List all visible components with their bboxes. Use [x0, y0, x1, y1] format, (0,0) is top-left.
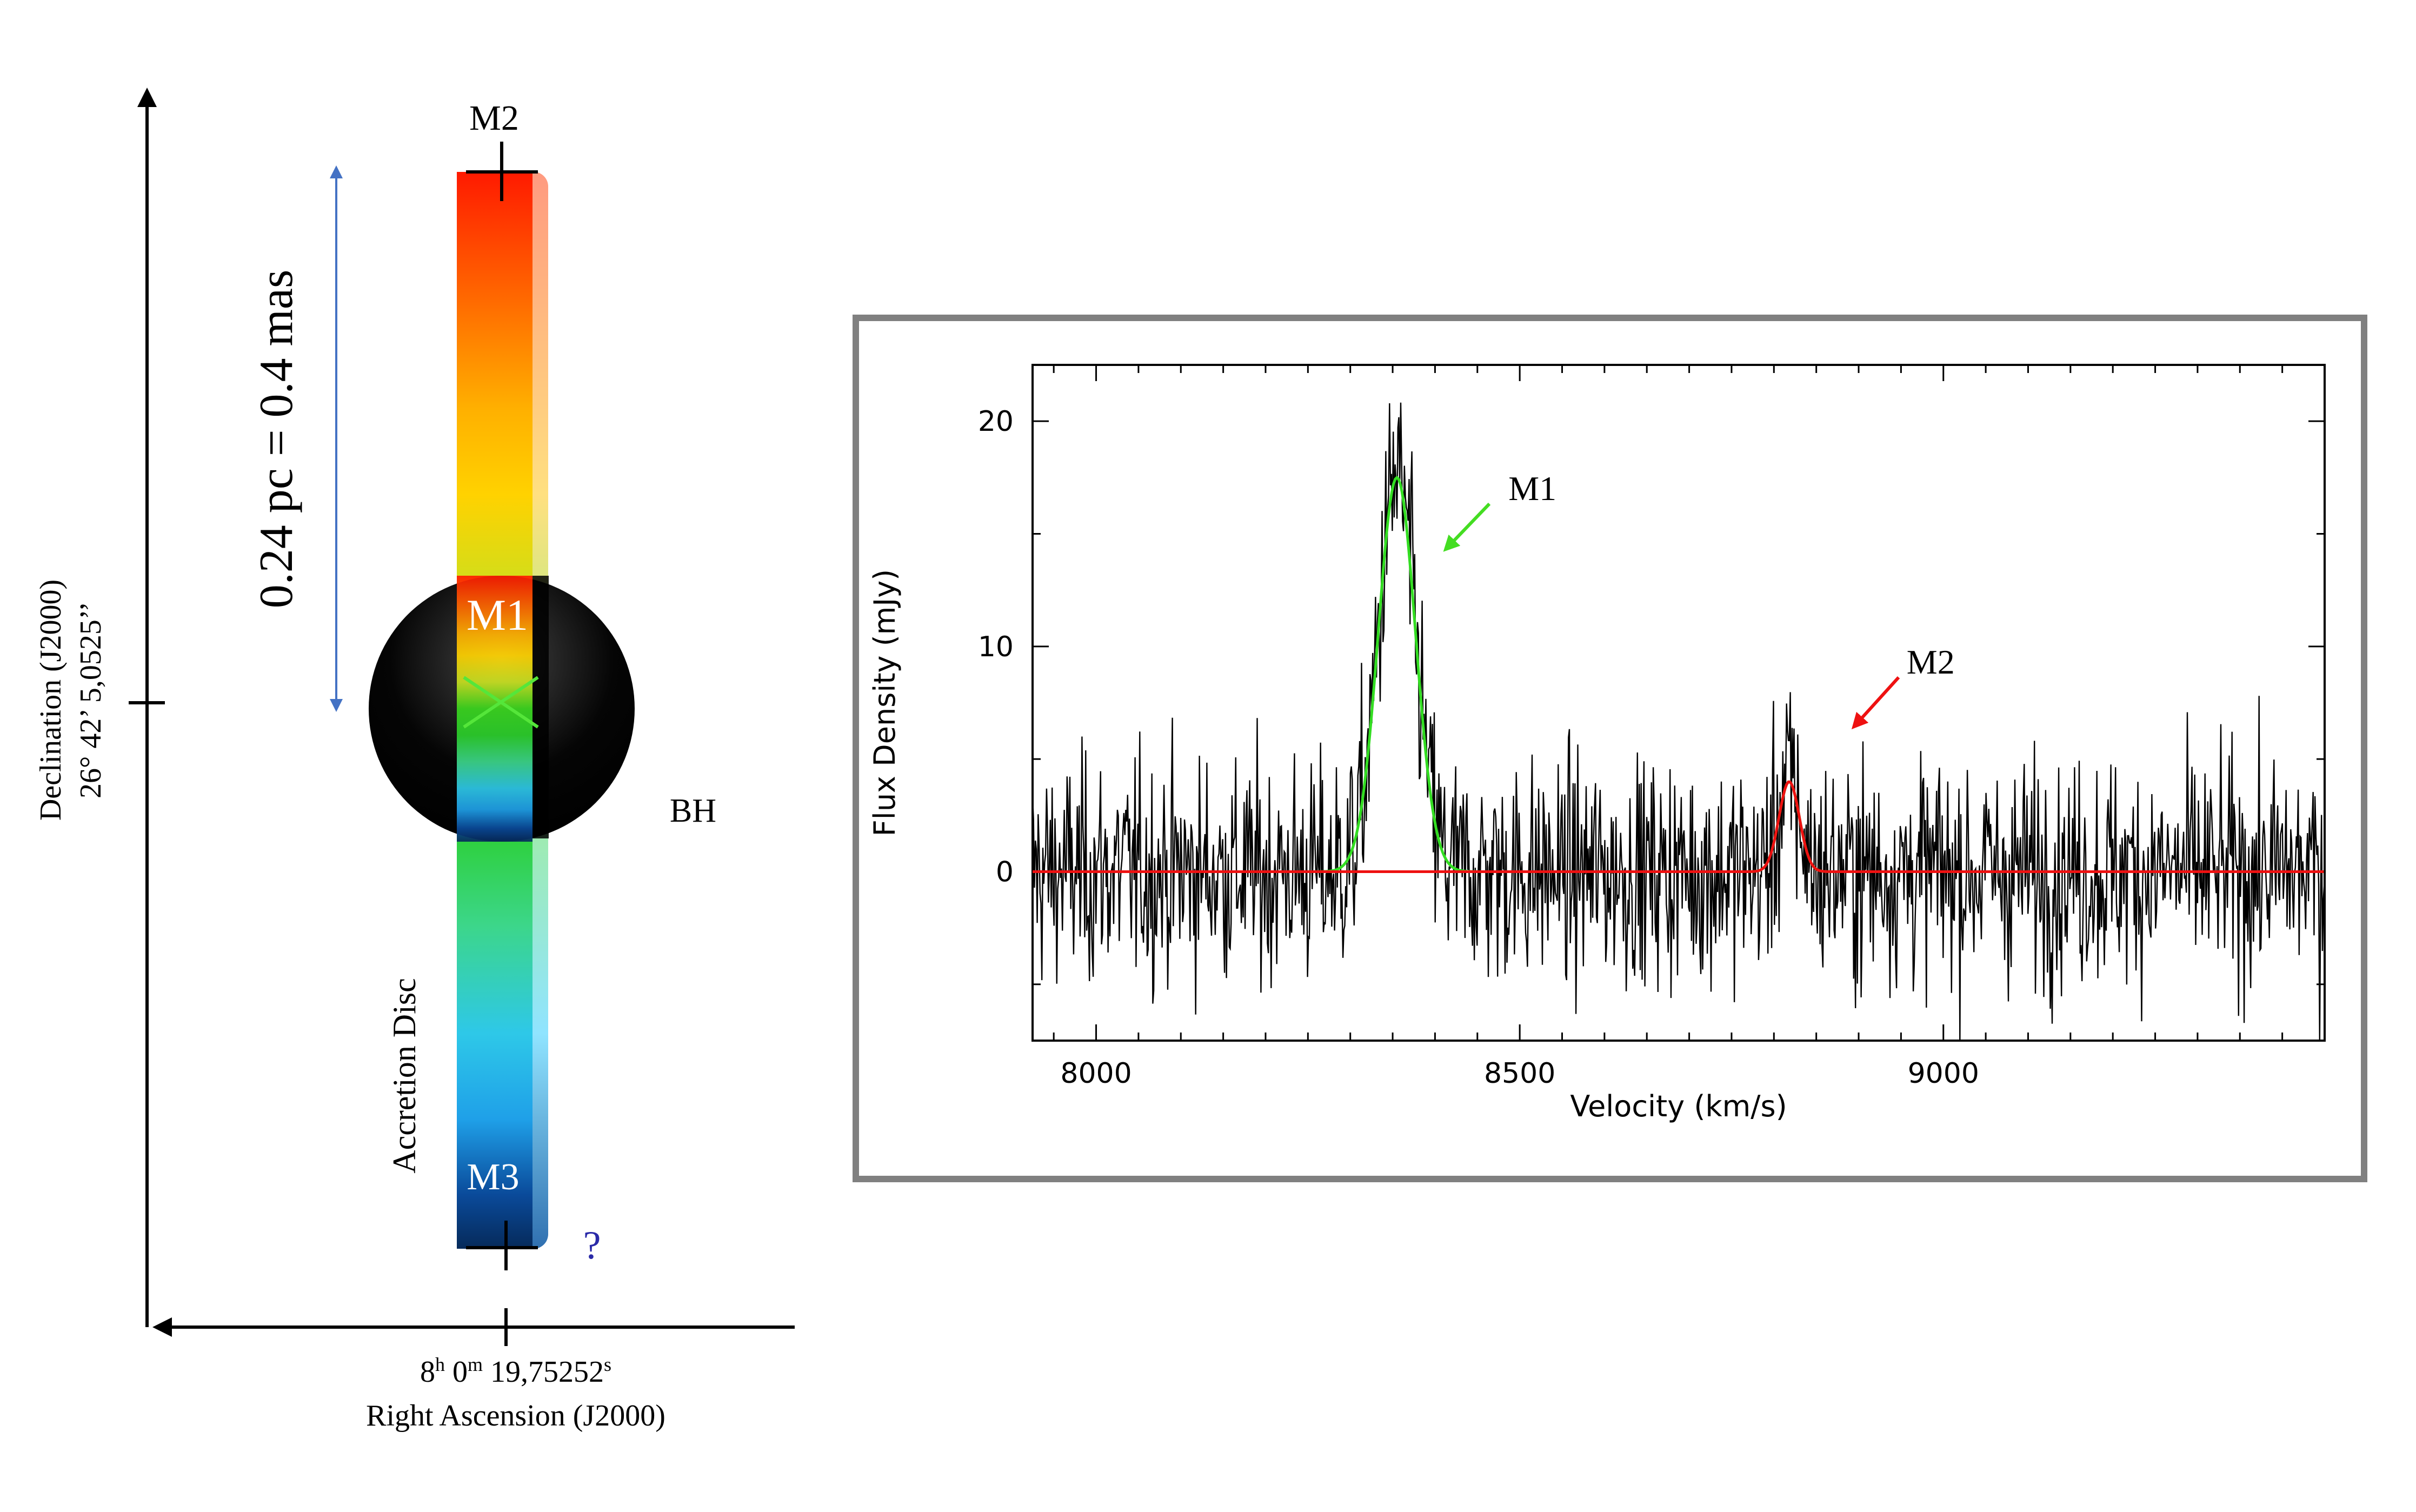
question-label: ? [583, 1223, 601, 1268]
declination-value: 26° 42’ 5,0525’’ [74, 602, 108, 798]
y-tick-label: 10 [978, 631, 1014, 663]
m2-annotation-arrow [1851, 676, 1900, 730]
declination-title: Declination (J2000) [34, 580, 68, 821]
observed-spectrum-line [1033, 402, 2325, 1041]
plot-box [1031, 364, 2326, 1042]
m1-label: M1 [467, 590, 528, 640]
m2-fit-curve [1033, 780, 2324, 873]
spectrum-plot: 8000 8500 9000 0 10 20 Velocity (km/s) Flux Den… [868, 364, 2326, 1123]
m1-cross-marker [463, 676, 539, 729]
accretion-diagram: M2 M1 M3 BH ? 0.24 pc = 0.4 mas Accretio… [34, 88, 795, 1433]
disc-front-edge [533, 576, 549, 838]
m3-label: M3 [467, 1156, 519, 1198]
spectrum-panel: 8000 8500 9000 0 10 20 Velocity (km/s) Flux Den… [853, 315, 2367, 1182]
x-axis-label: Velocity (km/s) [1570, 1089, 1787, 1123]
y-tick-label: 20 [978, 405, 1014, 438]
x-tick-label: 8000 [1060, 1057, 1132, 1090]
m2-annotation-label: M2 [1907, 643, 1955, 681]
y-tick-label: 0 [996, 856, 1014, 889]
x-tick-label: 9000 [1908, 1057, 1979, 1090]
ra-title: Right Ascension (J2000) [366, 1399, 665, 1433]
m1-annotation-label: M1 [1508, 469, 1556, 508]
ra-value: 8h 0m 19,75252s [420, 1354, 611, 1389]
y-axis-label: Flux Density (mJy) [868, 569, 902, 837]
x-tick-label: 8500 [1484, 1057, 1555, 1090]
m1-annotation-arrow [1443, 502, 1491, 552]
bh-label: BH [670, 792, 716, 829]
scale-label: 0.24 pc = 0.4 mas [250, 270, 303, 608]
disc-front-segment [457, 576, 533, 842]
disc-label: Accretion Disc [387, 978, 422, 1174]
m2-label: M2 [469, 98, 519, 138]
